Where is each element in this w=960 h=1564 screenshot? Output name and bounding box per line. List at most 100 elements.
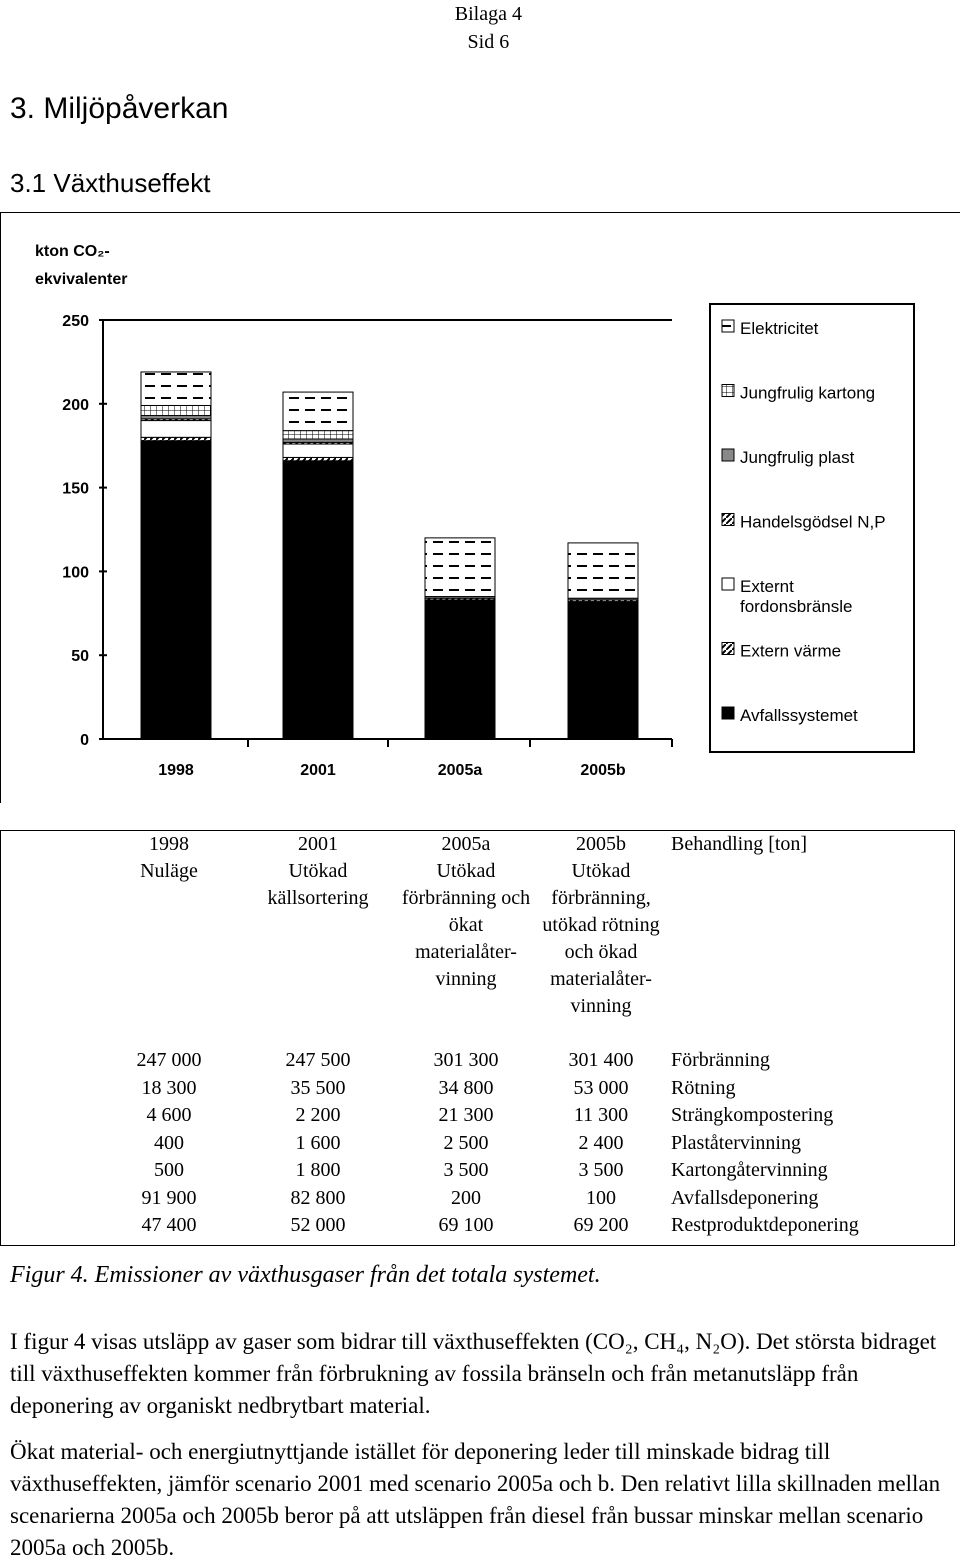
table-cell: 91 900 [141, 1186, 197, 1209]
table-cell: 2 500 [443, 1131, 489, 1154]
section-title: 3. Miljöpåverkan [10, 92, 229, 125]
figure-caption: Figur 4. Emissioner av växthusgaser från… [10, 1262, 601, 1288]
y-axis-title-line2: ekvivalenter [35, 271, 128, 288]
table-cell: 52 000 [290, 1214, 346, 1236]
subsection-title: 3.1 Växthuseffekt [10, 168, 211, 198]
bar-segment-2005a-avfallssystemet [424, 599, 496, 740]
stacked-bar-chart: kton CO₂- ekvivalenter 0 50 100 150 200 250 1998… [35, 243, 915, 779]
table-column-2005a: 2005a Utökad förbränning och ökat materi… [401, 831, 531, 1240]
table-cell: 2 400 [578, 1131, 624, 1154]
y-axis-title: kton CO₂- [35, 243, 110, 260]
table-cell: 100 [586, 1186, 616, 1209]
body-paragraph-2: Ökat material- och energiutnyttjande ist… [10, 1439, 941, 1560]
legend-swatch [721, 319, 735, 333]
table-cell: 82 800 [290, 1186, 346, 1209]
table-cell: 11 300 [573, 1104, 629, 1126]
chart-frame [0, 212, 960, 803]
column-year: 2005b [576, 833, 626, 855]
table-cell: 2 200 [295, 1104, 341, 1126]
bar-segment-1998-avfallssystemet [140, 440, 212, 740]
treatment-label: Plaståtervinning [671, 1131, 801, 1154]
table-cell: 35 500 [290, 1076, 346, 1099]
bar-segment-1998-externt-fordonsbr-nsle [140, 420, 212, 438]
legend-swatch [721, 577, 735, 591]
bar-segment-2001-externt-fordonsbr-nsle [282, 443, 354, 458]
table-column-2001: 2001 Utökad källsortering 247 500 35 500… [253, 831, 383, 1240]
treatment-label: Förbränning [671, 1049, 770, 1071]
bar-segment-2001-extern-v-rme [282, 456, 354, 462]
legend-label: Jungfrulig plast [740, 448, 855, 467]
x-tick-label: 1998 [158, 762, 194, 779]
x-tick-label: 2005b [580, 762, 626, 779]
legend-label: Avfallssystemet [740, 706, 858, 725]
table-cell: 301 300 [433, 1049, 499, 1071]
table-cell: 3 500 [578, 1159, 624, 1181]
treatment-table: 1998 Nuläge 247 000 18 300 4 600 400 500… [0, 830, 955, 1246]
treatment-label: Rötning [671, 1076, 736, 1099]
table-cell: 69 100 [438, 1214, 494, 1236]
y-tick-label: 150 [62, 481, 89, 498]
table-cell: 47 400 [141, 1214, 197, 1236]
table-cell: 4 600 [146, 1104, 192, 1126]
body-paragraph-1: I figur 4 visas utsläpp av gaser som bid… [10, 1329, 937, 1418]
bar-segment-1998-jungfrulig-kartong [140, 404, 212, 417]
column-year: 1998 [149, 833, 189, 855]
legend-swatch [721, 513, 735, 526]
bar-segment-2005b-avfallssystemet [567, 601, 639, 740]
bar-segment-2001-jungfrulig-kartong [282, 430, 354, 440]
legend-label: Elektricitet [740, 319, 819, 338]
legend-swatch [721, 642, 735, 655]
treatment-label: Strängkompostering [671, 1104, 834, 1126]
legend-label: Externt [740, 577, 794, 596]
table-cell: 53 000 [573, 1076, 629, 1099]
table-cell: 247 000 [136, 1049, 202, 1071]
legend-label: Extern värme [740, 642, 841, 661]
y-tick-label: 50 [71, 648, 89, 665]
y-tick-label: 250 [62, 313, 89, 330]
table-cell: 400 [154, 1131, 184, 1154]
table-cell: 21 300 [438, 1104, 494, 1126]
table-cell: 3 500 [443, 1159, 489, 1181]
treatment-label: Restproduktdeponering [671, 1214, 859, 1236]
table-cell: 34 800 [438, 1076, 494, 1099]
legend-label-line2: fordonsbränsle [740, 597, 852, 616]
appendix-label: Bilaga 4 [454, 3, 522, 25]
column-title: Utökad förbränning och ökat materialåter… [401, 860, 531, 990]
legend-swatch [721, 384, 735, 397]
bar-segment-2001-jungfrulig-plast [282, 438, 354, 443]
page-header: Bilaga 4 Sid 6 [455, 0, 522, 56]
column-year: 2001 [298, 833, 338, 855]
table-column-1998: 1998 Nuläge 247 000 18 300 4 600 400 500… [104, 831, 234, 1240]
table-cell: 18 300 [141, 1076, 197, 1099]
legend-label: Jungfrulig kartong [740, 384, 875, 403]
bar-segment-2005b-elektricitet [567, 542, 639, 599]
y-tick-label: 0 [80, 732, 89, 749]
y-tick-label: 100 [62, 564, 89, 581]
table-cell: 1 800 [295, 1159, 341, 1181]
bar-segment-2001-avfallssystemet [282, 460, 354, 740]
table-column-2005b: 2005b Utökad förbränning, utökad rötning… [536, 831, 666, 1240]
treatment-header: Behandling [ton] [671, 833, 808, 855]
bar-segment-2005a-elektricitet [424, 537, 496, 598]
table-cell: 301 400 [568, 1049, 634, 1071]
column-title: Nuläge [140, 860, 198, 882]
bar-segment-1998-extern-v-rme [140, 436, 212, 442]
treatment-label: Kartongåtervinning [671, 1159, 828, 1181]
x-tick-label: 2001 [300, 762, 336, 779]
table-cell: 500 [154, 1159, 184, 1181]
table-column-treatment: Behandling [ton] Förbränning Rötning Str… [671, 831, 951, 1240]
table-cell: 69 200 [573, 1214, 629, 1236]
x-tick-label: 2005a [438, 762, 483, 779]
legend-label: Handelsgödsel N,P [740, 513, 886, 532]
page-number: Sid 6 [467, 31, 510, 53]
column-title: Utökad förbränning, utökad rötning och ö… [542, 860, 660, 1017]
bar-segment-2001-elektricitet [282, 391, 354, 432]
column-year: 2005a [441, 833, 491, 855]
treatment-label: Avfallsdeponering [671, 1186, 819, 1209]
table-cell: 1 600 [295, 1131, 341, 1154]
y-tick-label: 200 [62, 397, 89, 414]
bar-segment-1998-jungfrulig-plast [140, 415, 212, 420]
column-title: Utökad källsortering [267, 860, 369, 909]
legend-swatch [721, 706, 735, 720]
legend-swatch [721, 448, 735, 462]
